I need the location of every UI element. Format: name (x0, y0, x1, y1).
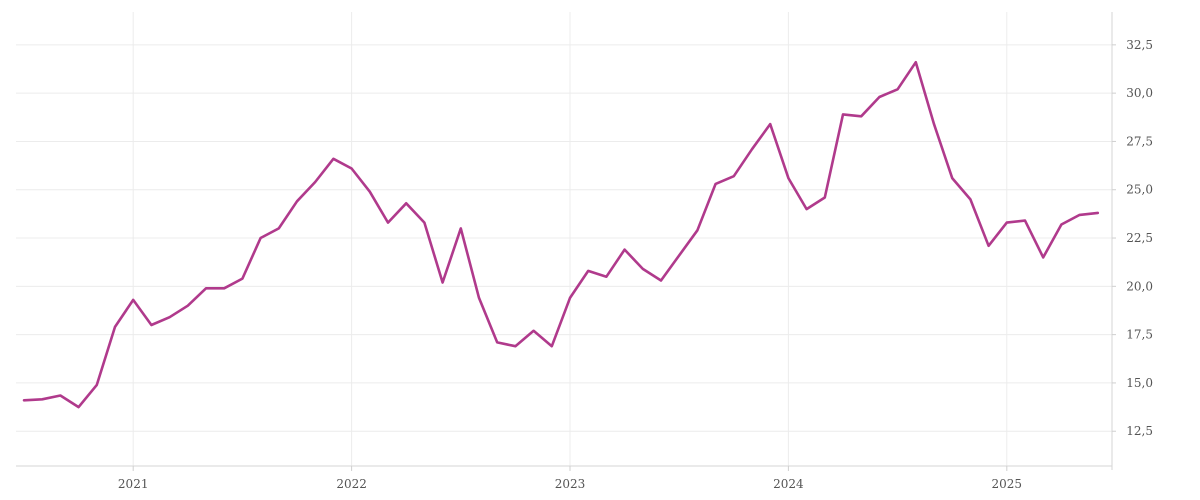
x-tick-label: 2023 (555, 477, 586, 491)
grid-lines (16, 12, 1112, 466)
axes (16, 12, 1113, 470)
y-tick-label: 30,0 (1126, 86, 1153, 100)
y-tick-label: 20,0 (1126, 279, 1153, 293)
y-tick-label: 17,5 (1126, 328, 1153, 342)
series-line (22, 60, 1100, 409)
y-tick-label: 12,5 (1126, 424, 1153, 438)
x-tick-label: 2021 (118, 477, 149, 491)
x-tick-label: 2025 (992, 477, 1023, 491)
series-layer (22, 60, 1100, 409)
tick-labels: 12,5 15,0 17,5 20,0 22,5 25,0 27,5 30,0 32,5 2021… (118, 38, 1153, 491)
x-tick-label: 2022 (336, 477, 367, 491)
x-tick-label: 2024 (773, 477, 804, 491)
y-tick-label: 25,0 (1126, 183, 1153, 197)
y-tick-label: 27,5 (1126, 134, 1153, 148)
y-tick-label: 32,5 (1126, 38, 1153, 52)
y-tick-label: 22,5 (1126, 231, 1153, 245)
y-tick-label: 15,0 (1126, 376, 1153, 390)
tick-marks (132, 44, 1116, 471)
